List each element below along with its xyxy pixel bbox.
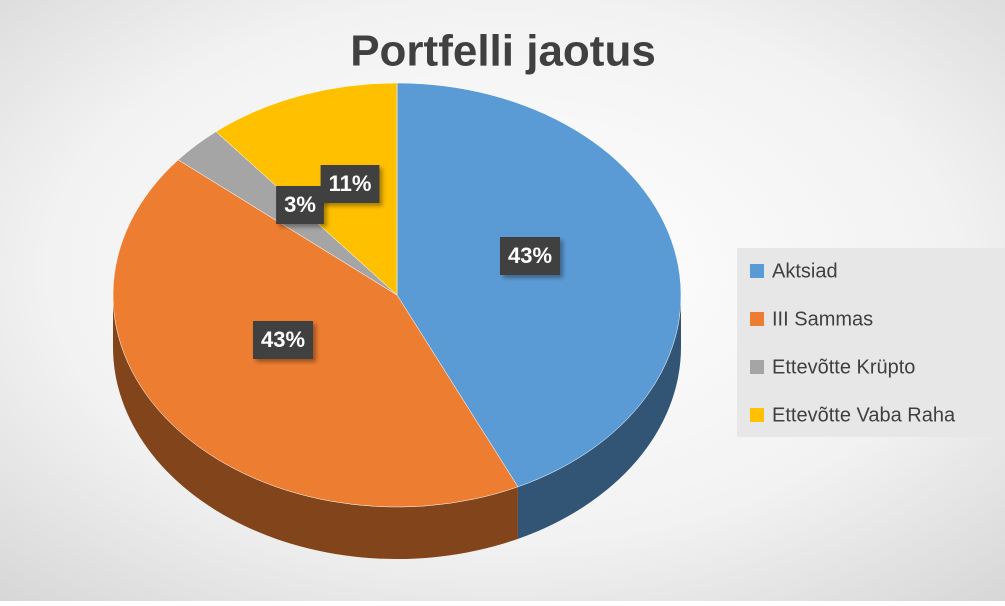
legend-label: Ettevõtte Vaba Raha: [772, 404, 956, 426]
slice: [396, 82, 682, 488]
data-label: 43%: [261, 327, 305, 352]
slice-side: [517, 295, 681, 539]
legend-swatch: [750, 264, 764, 278]
data-label-box: [499, 237, 561, 275]
data-label-box: [276, 186, 324, 224]
data-label: 3%: [284, 192, 316, 217]
data-label-box: [320, 165, 380, 203]
slice: [112, 159, 519, 508]
slice-side: [113, 295, 518, 560]
chart-title: Portfelli jaotus: [350, 27, 656, 76]
data-label-box: [252, 321, 314, 359]
data-label: 11%: [329, 171, 372, 196]
legend-label: Aktsiad: [772, 260, 838, 282]
legend-swatch: [750, 360, 764, 374]
legend-box: [737, 248, 1005, 437]
legend-swatch: [750, 408, 764, 422]
legend-swatch: [750, 312, 764, 326]
legend-label: III Sammas: [772, 308, 873, 330]
data-label: 43%: [508, 243, 552, 268]
legend-label: Ettevõtte Krüpto: [772, 356, 915, 378]
